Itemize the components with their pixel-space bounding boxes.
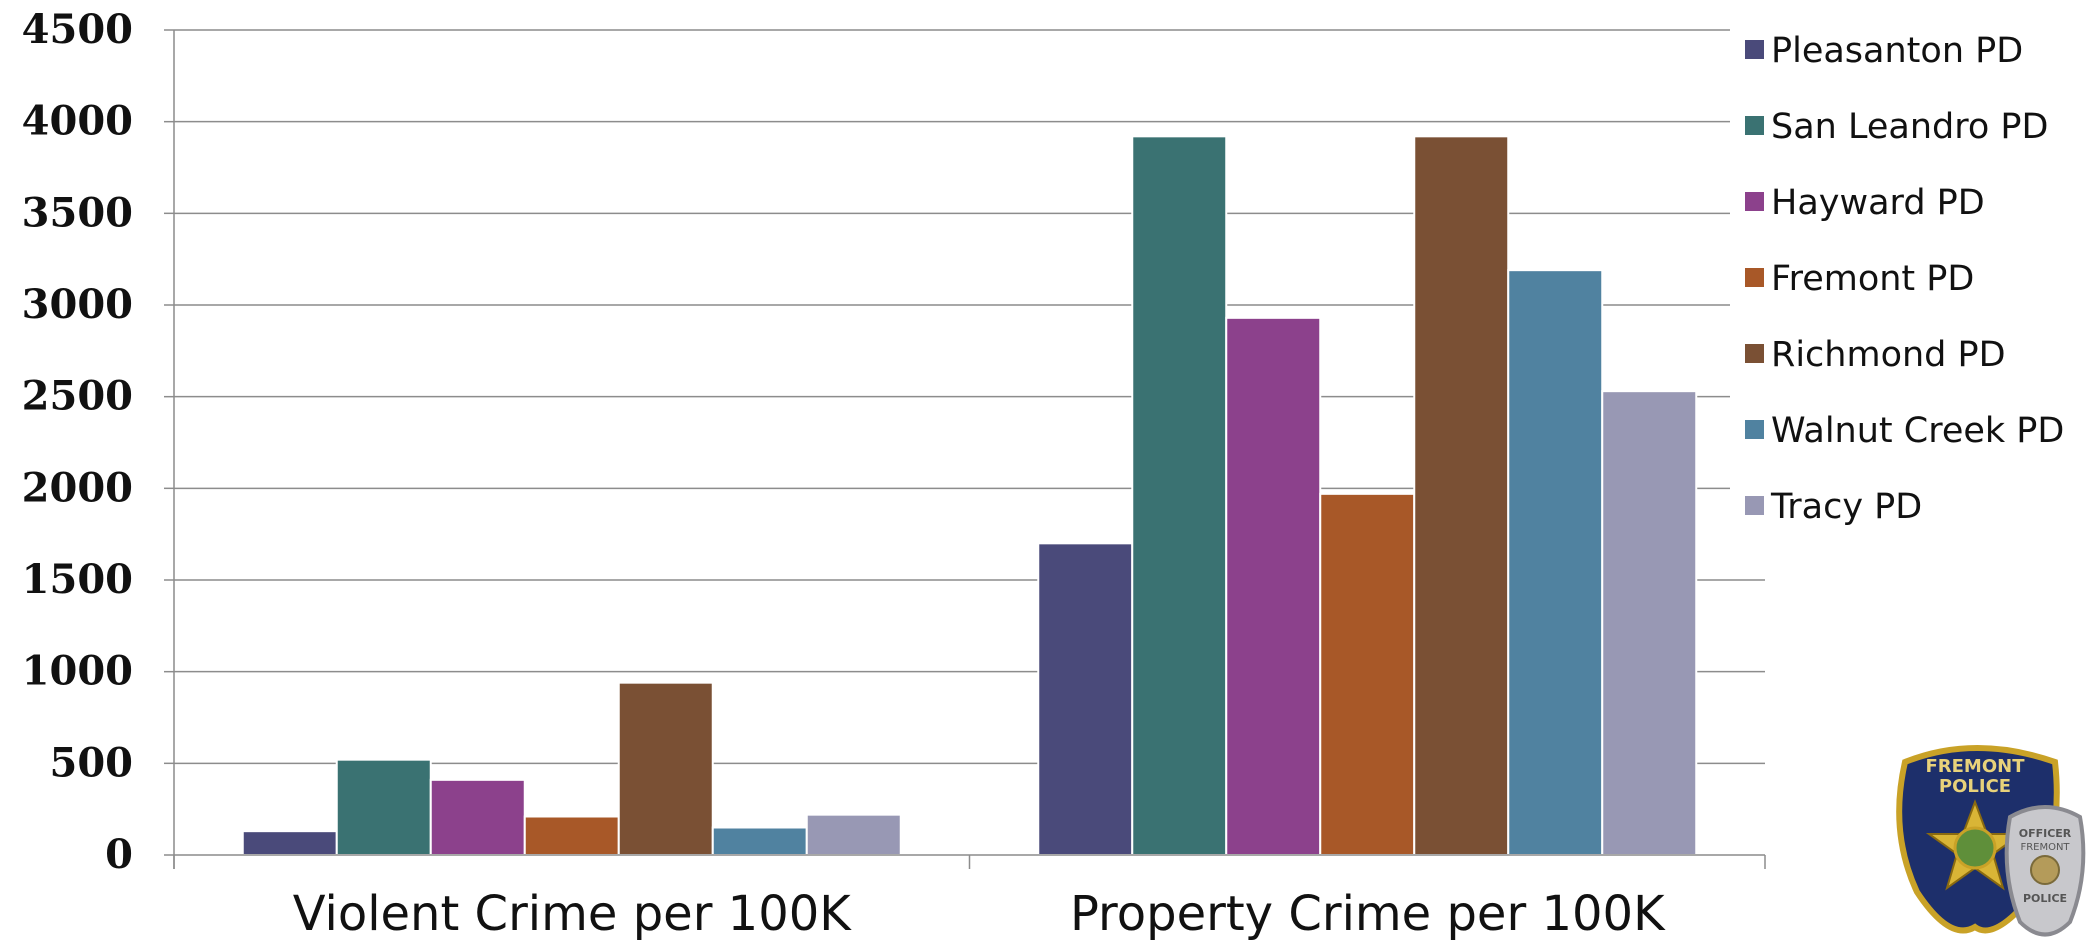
bar [805,813,902,857]
legend-swatch [1745,344,1764,363]
legend-swatch [1745,496,1764,515]
badge-text-bottom: POLICE [1939,776,2011,797]
y-tick-label: 1500 [22,556,133,603]
y-tick-label: 1000 [22,648,133,695]
shield-text-2: FREMONT [2020,842,2070,853]
bar [335,758,432,857]
y-axis-ticks: 0 500 1000 1500 2000 2500 3000 3500 4000 4500 [22,6,174,878]
legend-label: Pleasanton PD [1771,31,2023,71]
y-tick-label: 3500 [22,189,133,236]
y-tick-label: 2500 [22,373,133,420]
legend-label: Hayward PD [1771,183,1985,223]
y-tick-label: 0 [105,831,133,878]
y-tick-label: 2000 [22,464,133,511]
y-tick-label: 4000 [22,98,133,145]
bar [523,815,620,856]
legend-swatch [1745,268,1764,287]
legend-swatch [1745,192,1764,211]
bar [711,826,808,856]
legend-swatch [1745,420,1764,439]
legend-label: Walnut Creek PD [1771,411,2064,451]
x-axis-labels: Violent Crime per 100K Property Crime per… [293,886,1666,942]
y-tick-label: 4500 [22,6,133,53]
legend-background [1730,15,2080,535]
legend-label: San Leandro PD [1771,107,2048,147]
legend-swatch [1745,40,1764,59]
bar [1037,542,1134,856]
bar [617,681,714,857]
x-axis [173,30,1766,869]
legend: Pleasanton PD San Leandro PD Hayward PD Fre… [1730,15,2080,535]
shield-text-3: POLICE [2023,892,2067,905]
legend-label: Fremont PD [1771,259,1974,299]
legend-swatch [1745,116,1764,135]
y-tick-label: 3000 [22,281,133,328]
bar [1601,390,1698,856]
bar [1131,135,1228,857]
legend-label: Tracy PD [1770,487,1922,527]
badge-text-top: FREMONT [1925,756,2025,777]
bar [1507,269,1604,856]
legend-label: Richmond PD [1771,335,2006,375]
bar [1319,492,1416,856]
gridlines [174,29,1765,765]
bars [241,135,1698,857]
x-category-label: Violent Crime per 100K [293,886,853,942]
bar [1225,316,1322,857]
shield-text-1: OFFICER [2019,827,2072,840]
x-category-label: Property Crime per 100K [1070,886,1666,942]
bar [1413,135,1510,857]
bar [429,778,526,856]
bar [241,830,338,857]
y-tick-label: 500 [50,739,134,786]
fremont-police-logo: FREMONT POLICE OFFICER FREMONT POLICE [1896,745,2086,937]
